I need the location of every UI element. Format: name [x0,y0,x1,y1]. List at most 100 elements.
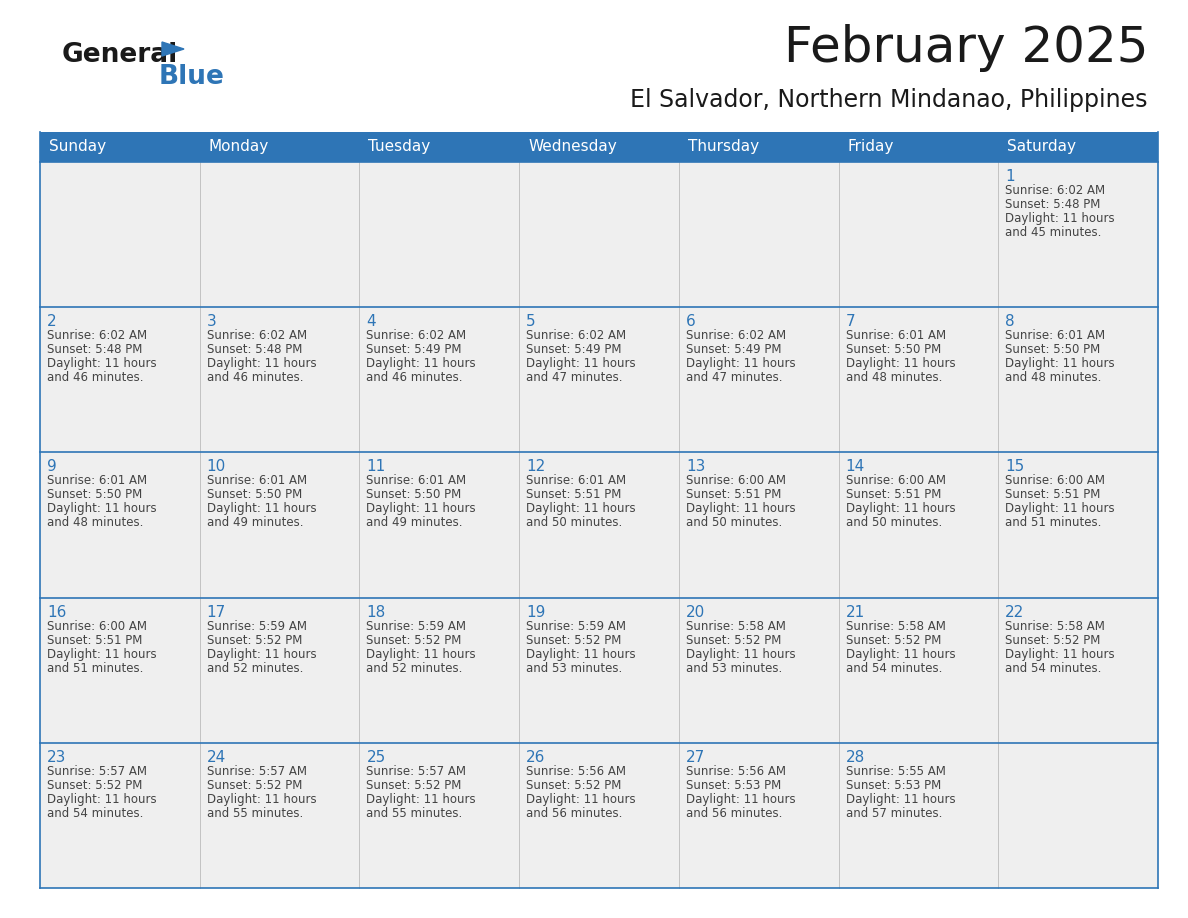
Text: and 55 minutes.: and 55 minutes. [207,807,303,820]
Text: Daylight: 11 hours: Daylight: 11 hours [366,793,476,806]
Bar [998,598,1158,743]
Text: Sunset: 5:51 PM: Sunset: 5:51 PM [526,488,621,501]
Text: and 46 minutes.: and 46 minutes. [48,371,144,385]
Text: Daylight: 11 hours: Daylight: 11 hours [685,502,796,515]
Bar [998,453,1158,598]
Bar [360,308,519,453]
Bar [678,743,839,888]
Text: Daylight: 11 hours: Daylight: 11 hours [366,647,476,661]
Text: 26: 26 [526,750,545,765]
Bar [40,162,1158,308]
Text: Sunrise: 6:01 AM: Sunrise: 6:01 AM [366,475,467,487]
Text: 4: 4 [366,314,377,330]
Text: Sunrise: 5:59 AM: Sunrise: 5:59 AM [207,620,307,633]
Text: Daylight: 11 hours: Daylight: 11 hours [846,793,955,806]
Bar [200,308,360,453]
Bar [40,743,200,888]
Text: and 49 minutes.: and 49 minutes. [366,517,463,530]
Text: El Salvador, Northern Mindanao, Philippines: El Salvador, Northern Mindanao, Philippi… [631,88,1148,112]
Text: Sunrise: 6:00 AM: Sunrise: 6:00 AM [48,620,147,633]
Text: 7: 7 [846,314,855,330]
Text: 13: 13 [685,459,706,475]
Polygon shape [162,42,184,56]
Text: Monday: Monday [209,140,268,154]
Text: Sunrise: 5:58 AM: Sunrise: 5:58 AM [846,620,946,633]
Text: 8: 8 [1005,314,1015,330]
Text: and 54 minutes.: and 54 minutes. [1005,662,1101,675]
Text: 16: 16 [48,605,67,620]
Text: and 48 minutes.: and 48 minutes. [1005,371,1101,385]
Text: Daylight: 11 hours: Daylight: 11 hours [1005,212,1114,225]
Text: Sunset: 5:52 PM: Sunset: 5:52 PM [685,633,782,646]
Text: Sunset: 5:50 PM: Sunset: 5:50 PM [1005,343,1100,356]
Bar [40,598,200,743]
Text: 15: 15 [1005,459,1024,475]
Text: Sunrise: 6:02 AM: Sunrise: 6:02 AM [48,330,147,342]
Text: Daylight: 11 hours: Daylight: 11 hours [1005,502,1114,515]
Text: Sunset: 5:53 PM: Sunset: 5:53 PM [846,778,941,792]
Text: Daylight: 11 hours: Daylight: 11 hours [366,502,476,515]
Text: Daylight: 11 hours: Daylight: 11 hours [207,357,316,370]
Bar [40,308,200,453]
Text: Daylight: 11 hours: Daylight: 11 hours [1005,647,1114,661]
Text: Daylight: 11 hours: Daylight: 11 hours [48,502,157,515]
Bar [839,453,998,598]
Bar [519,308,678,453]
Text: Sunset: 5:48 PM: Sunset: 5:48 PM [48,343,143,356]
Bar [360,162,519,308]
Bar [360,453,519,598]
Text: Sunrise: 6:01 AM: Sunrise: 6:01 AM [1005,330,1105,342]
Text: Wednesday: Wednesday [529,140,617,154]
Text: and 46 minutes.: and 46 minutes. [366,371,463,385]
Bar [678,308,839,453]
Text: Sunday: Sunday [49,140,106,154]
Text: Friday: Friday [847,140,893,154]
Text: Sunrise: 6:01 AM: Sunrise: 6:01 AM [526,475,626,487]
Text: 1: 1 [1005,169,1015,184]
Text: Sunrise: 5:56 AM: Sunrise: 5:56 AM [526,765,626,778]
Text: and 48 minutes.: and 48 minutes. [48,517,144,530]
Text: Sunset: 5:50 PM: Sunset: 5:50 PM [207,488,302,501]
Bar [40,453,200,598]
Text: Sunset: 5:52 PM: Sunset: 5:52 PM [846,633,941,646]
Bar [839,308,998,453]
Text: Sunrise: 5:55 AM: Sunrise: 5:55 AM [846,765,946,778]
Text: Daylight: 11 hours: Daylight: 11 hours [366,357,476,370]
Text: 21: 21 [846,605,865,620]
Text: Sunset: 5:53 PM: Sunset: 5:53 PM [685,778,781,792]
Bar [200,598,360,743]
Text: Sunset: 5:49 PM: Sunset: 5:49 PM [685,343,782,356]
Text: Sunset: 5:50 PM: Sunset: 5:50 PM [48,488,143,501]
Text: Daylight: 11 hours: Daylight: 11 hours [526,793,636,806]
Bar [678,162,839,308]
Text: Sunset: 5:48 PM: Sunset: 5:48 PM [207,343,302,356]
Text: and 54 minutes.: and 54 minutes. [48,807,144,820]
Text: and 57 minutes.: and 57 minutes. [846,807,942,820]
Text: and 54 minutes.: and 54 minutes. [846,662,942,675]
Text: Sunrise: 6:00 AM: Sunrise: 6:00 AM [1005,475,1105,487]
Text: Sunset: 5:49 PM: Sunset: 5:49 PM [366,343,462,356]
Text: and 48 minutes.: and 48 minutes. [846,371,942,385]
Text: 3: 3 [207,314,216,330]
Bar [40,162,200,308]
Text: 22: 22 [1005,605,1024,620]
Bar [200,743,360,888]
Bar [998,308,1158,453]
Text: and 47 minutes.: and 47 minutes. [685,371,783,385]
Bar [678,598,839,743]
Text: 11: 11 [366,459,386,475]
Text: Daylight: 11 hours: Daylight: 11 hours [48,793,157,806]
Text: and 55 minutes.: and 55 minutes. [366,807,462,820]
Bar [998,743,1158,888]
Text: Sunset: 5:52 PM: Sunset: 5:52 PM [526,778,621,792]
Text: Daylight: 11 hours: Daylight: 11 hours [207,502,316,515]
Text: 19: 19 [526,605,545,620]
Text: 10: 10 [207,459,226,475]
Text: General: General [62,42,178,68]
Text: Sunset: 5:51 PM: Sunset: 5:51 PM [846,488,941,501]
Text: and 52 minutes.: and 52 minutes. [366,662,463,675]
Text: Saturday: Saturday [1007,140,1076,154]
Text: Daylight: 11 hours: Daylight: 11 hours [526,647,636,661]
Text: Daylight: 11 hours: Daylight: 11 hours [685,647,796,661]
Bar [40,132,1158,162]
